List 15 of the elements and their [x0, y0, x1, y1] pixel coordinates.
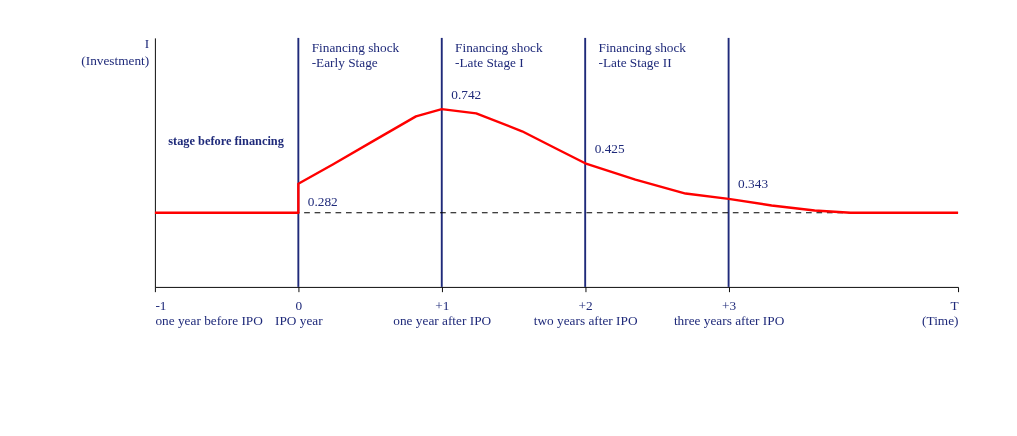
annotation: 0.282	[307, 193, 338, 209]
annotation: stage before financing	[168, 133, 285, 148]
ref-line-label: Financing shock -Late Stage II	[598, 40, 687, 71]
x-tick-label: 0 IPO year	[275, 298, 324, 329]
ref-line-label: Financing shock -Late Stage I	[455, 40, 543, 71]
y-axis-title: I (Investment)	[81, 36, 150, 68]
x-tick-label: +3 three years after IPO	[673, 298, 785, 329]
x-tick-label: +1 one year after IPO	[393, 298, 492, 329]
annotation: 0.425	[594, 140, 625, 156]
annotation: 0.343	[738, 176, 769, 192]
x-tick-label: T (Time)	[922, 298, 959, 329]
annotation: 0.742	[451, 86, 482, 102]
ref-line-label: Financing shock -Early Stage	[311, 40, 400, 71]
x-tick-label: +2 two years after IPO	[533, 298, 638, 329]
x-tick-label: -1 one year before IPO	[155, 298, 264, 329]
